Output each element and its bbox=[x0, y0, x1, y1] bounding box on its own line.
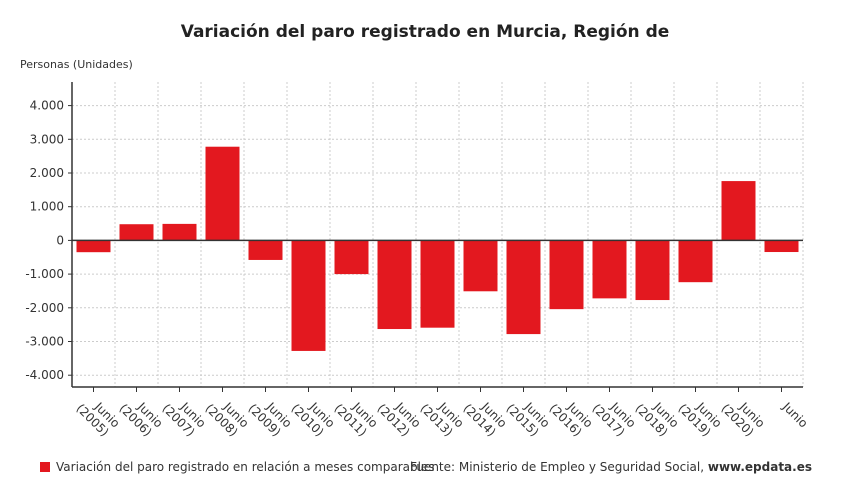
bar bbox=[764, 240, 799, 253]
x-tick-label: Junio bbox=[779, 399, 810, 430]
bar bbox=[420, 240, 455, 328]
y-tick-label: 3.000 bbox=[30, 132, 64, 146]
bar bbox=[678, 240, 713, 283]
x-tick-label: Junio(2015) bbox=[503, 391, 552, 440]
bar bbox=[635, 240, 670, 301]
x-tick-label: Junio(2005) bbox=[73, 391, 122, 440]
bar bbox=[162, 223, 197, 241]
bar bbox=[592, 240, 627, 299]
source-note: Fuente: Ministerio de Empleo y Seguridad… bbox=[410, 460, 812, 474]
x-tick-label: Junio(2016) bbox=[546, 391, 595, 440]
y-tick-label: 1.000 bbox=[30, 200, 64, 214]
bar bbox=[334, 240, 369, 275]
bar bbox=[119, 224, 154, 241]
source-text: Fuente: Ministerio de Empleo y Seguridad… bbox=[410, 460, 708, 474]
y-axis-label: Personas (Unidades) bbox=[20, 58, 133, 71]
y-tick-label: -4.000 bbox=[25, 368, 64, 382]
y-tick-label: 4.000 bbox=[30, 99, 64, 113]
x-tick-label: Junio(2006) bbox=[116, 391, 165, 440]
bar bbox=[76, 240, 111, 253]
bar bbox=[291, 240, 326, 351]
x-tick-label: Junio(2009) bbox=[245, 391, 294, 440]
x-tick-label: Junio(2020) bbox=[718, 391, 767, 440]
x-tick-label: Junio(2017) bbox=[589, 391, 638, 440]
bar bbox=[506, 240, 541, 335]
chart-title: Variación del paro registrado en Murcia,… bbox=[180, 22, 670, 42]
bar bbox=[248, 240, 283, 260]
y-tick-label: 2.000 bbox=[30, 166, 64, 180]
x-tick-label: Junio(2013) bbox=[417, 391, 466, 440]
y-tick-label: -3.000 bbox=[25, 335, 64, 349]
x-tick-label: Junio(2010) bbox=[288, 391, 337, 440]
bar bbox=[549, 240, 584, 310]
bar bbox=[205, 146, 240, 241]
legend-label: Variación del paro registrado en relació… bbox=[56, 460, 435, 474]
legend: Variación del paro registrado en relació… bbox=[40, 460, 435, 474]
y-tick-label: -1.000 bbox=[25, 267, 64, 281]
bar bbox=[463, 240, 498, 292]
y-tick-label: 0 bbox=[56, 233, 64, 247]
legend-swatch bbox=[40, 462, 50, 472]
source-link[interactable]: www.epdata.es bbox=[707, 460, 812, 474]
y-tick-label: -2.000 bbox=[25, 301, 64, 315]
x-tick-label: Junio(2014) bbox=[460, 391, 509, 440]
x-tick-label: Junio(2007) bbox=[159, 391, 208, 440]
x-tick-label: Junio(2011) bbox=[331, 391, 380, 440]
x-tick-label: Junio(2012) bbox=[374, 391, 423, 440]
bar bbox=[721, 181, 756, 241]
x-tick-label: Junio(2008) bbox=[202, 391, 251, 440]
x-tick-label: Junio(2018) bbox=[632, 391, 681, 440]
x-tick-label-line: Junio bbox=[779, 399, 810, 430]
bar bbox=[377, 240, 412, 330]
x-tick-label: Junio(2019) bbox=[675, 391, 724, 440]
